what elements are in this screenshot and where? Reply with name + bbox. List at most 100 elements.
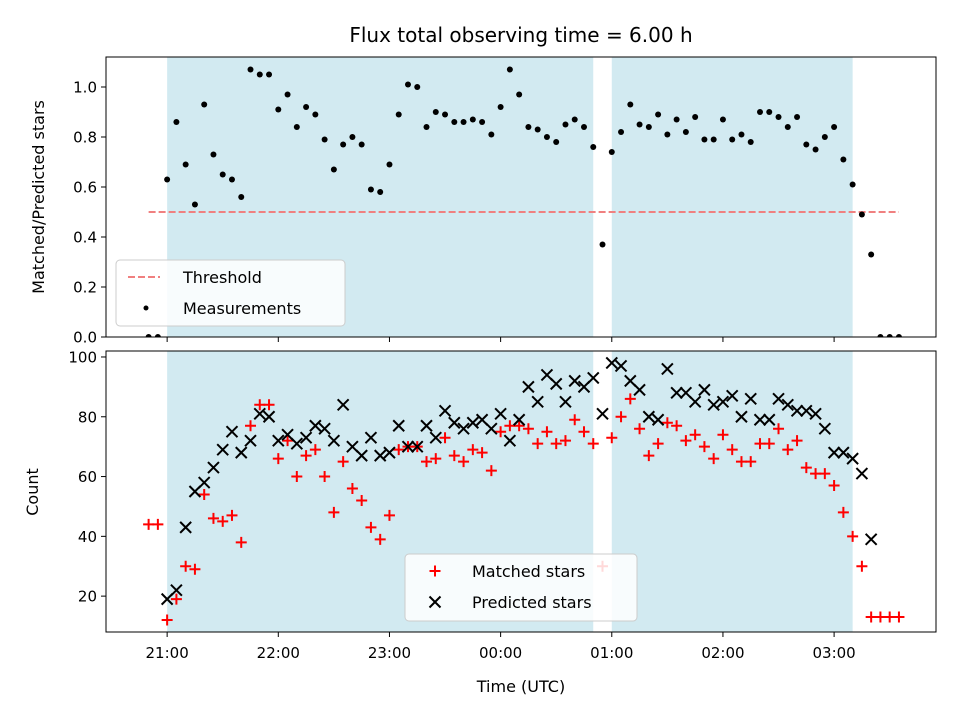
predicted-stars-point-64 — [744, 392, 757, 406]
measurements-point-70 — [784, 124, 791, 130]
matched-stars-point-68 — [763, 438, 775, 450]
matched-stars-point-52 — [615, 411, 627, 423]
bottom-legend: Matched stars Predicted stars — [404, 553, 638, 622]
measurements-point-13 — [256, 71, 263, 78]
predicted-stars-point-63 — [735, 410, 748, 423]
bottom-axes-frame — [105, 350, 937, 633]
matched-stars-point-34 — [448, 450, 460, 462]
predicted-stars-point-32 — [448, 416, 461, 429]
predicted-stars-point-52 — [633, 383, 646, 397]
predicted-stars-point-62 — [725, 389, 739, 403]
measurements-point-51 — [608, 149, 615, 155]
measurements-point-61 — [701, 136, 708, 143]
matched-stars-point-37 — [476, 447, 488, 459]
predicted-stars-point-41 — [531, 395, 544, 409]
predicted-stars-point-22 — [355, 449, 368, 462]
matched-stars-point-54 — [634, 423, 646, 435]
matched-stars-point-43 — [532, 438, 544, 450]
predicted-stars-point-28 — [411, 440, 424, 453]
matched-stars-point-19 — [309, 444, 321, 456]
measurements-point-14 — [266, 71, 273, 78]
bottom-panel: 21:00 22:00 23:00 00:00 01:00 02:00 03:00 20 40 6… — [68, 348, 937, 662]
measurements-point-41 — [516, 91, 523, 98]
bottom-y-tick-label-4: 80 — [78, 408, 97, 426]
measurements-point-24 — [358, 141, 365, 148]
measurements-point-60 — [692, 114, 699, 120]
predicted-stars-point-2 — [170, 583, 183, 597]
predicted-stars-point-10 — [244, 434, 257, 447]
matched-stars-point-53 — [624, 393, 636, 405]
measurements-point-30 — [414, 84, 421, 90]
measurements-point-12 — [247, 66, 254, 73]
measurements-point-76 — [840, 156, 847, 163]
bottom-y-tick-label-2: 40 — [78, 528, 97, 546]
bottom-legend-box — [404, 553, 638, 622]
matched-stars-point-81 — [884, 611, 896, 623]
predicted-stars-point-3 — [179, 521, 192, 534]
predicted-stars-point-26 — [392, 419, 405, 432]
measurements-point-54 — [636, 121, 643, 128]
measurements-point-47 — [571, 116, 578, 123]
predicted-stars-point-56 — [670, 386, 683, 400]
matched-stars-point-31 — [421, 456, 433, 468]
measurements-point-7 — [201, 101, 208, 108]
predicted-stars-point-17 — [309, 419, 322, 432]
matched-stars-point-24 — [356, 494, 368, 506]
matched-stars-point-26 — [374, 533, 386, 545]
predicted-stars-point-38 — [503, 434, 517, 447]
measurements-point-21 — [330, 166, 337, 173]
matched-stars-point-22 — [337, 456, 349, 468]
measurements-point-63 — [719, 116, 726, 123]
matched-stars-point-46 — [559, 435, 571, 447]
matched-stars-point-6 — [189, 563, 201, 575]
matched-stars-point-65 — [735, 456, 747, 468]
predicted-stars-point-20 — [336, 398, 350, 412]
measurements-point-38 — [488, 131, 495, 138]
top-data-layer — [145, 66, 902, 337]
predicted-stars-point-24 — [373, 449, 387, 462]
predicted-stars-point-18 — [318, 422, 331, 435]
predicted-stars-point-54 — [651, 413, 665, 426]
predicted-stars-point-31 — [438, 404, 452, 417]
measurements-point-19 — [312, 111, 319, 118]
top-y-tick-label-1: 0.0 — [73, 329, 97, 347]
predicted-stars-point-7 — [216, 443, 229, 456]
predicted-stars-point-36 — [485, 422, 498, 435]
matched-stars-point-40 — [504, 420, 516, 432]
measurements-point-1 — [145, 334, 152, 337]
measurements-point-57 — [664, 131, 671, 138]
measurements-point-15 — [275, 106, 282, 113]
predicted-stars-point-25 — [383, 446, 396, 459]
predicted-stars-point-48 — [596, 407, 609, 420]
matched-stars-point-75 — [828, 480, 840, 492]
top-legend-box — [115, 259, 346, 327]
measurements-point-50 — [599, 241, 606, 248]
matched-stars-point-12 — [245, 420, 257, 432]
measurements-point-23 — [349, 134, 356, 140]
measurements-point-53 — [627, 101, 634, 108]
measurements-point-39 — [497, 104, 504, 110]
matched-stars-point-14 — [263, 399, 275, 411]
measurements-point-46 — [562, 121, 569, 128]
predicted-stars-point-73 — [827, 446, 841, 459]
legend-matched-stars-swatch — [429, 565, 441, 577]
measurements-point-44 — [543, 134, 550, 140]
matched-stars-point-1 — [143, 518, 155, 530]
measurements-point-31 — [423, 124, 430, 130]
matched-stars-point-57 — [661, 417, 673, 429]
predicted-stars-point-13 — [272, 434, 285, 447]
matched-stars-point-55 — [643, 450, 655, 462]
x-tick-label-7: 03:00 — [812, 644, 855, 662]
matched-stars-point-69 — [773, 423, 785, 435]
matched-stars-point-73 — [810, 468, 822, 480]
matched-stars-point-2 — [152, 518, 164, 530]
predicted-stars-point-55 — [661, 362, 674, 376]
matched-stars-point-27 — [383, 509, 395, 521]
bottom-y-tick-label-1: 20 — [78, 588, 97, 606]
matched-stars-point-4 — [170, 593, 182, 605]
predicted-stars-point-11 — [253, 407, 266, 420]
predicted-stars-point-19 — [327, 434, 341, 447]
top-axes-frame — [105, 56, 937, 338]
predicted-stars-point-74 — [837, 446, 850, 459]
